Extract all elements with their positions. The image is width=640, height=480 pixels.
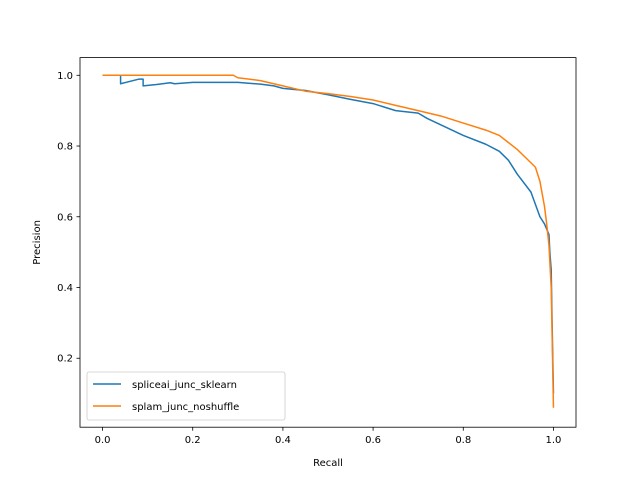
plot-frame xyxy=(79,57,577,428)
series-line-spliceai_junc_sklearn xyxy=(102,74,555,394)
legend-label-spliceai: spliceai_junc_sklearn xyxy=(132,380,237,391)
x-tick-label: 0.6 xyxy=(365,435,381,446)
y-tick-label: 0.4 xyxy=(57,283,73,294)
x-tick-label: 0.2 xyxy=(185,435,201,446)
y-tick-label: 1.0 xyxy=(57,71,73,82)
legend-box xyxy=(86,371,286,421)
y-tick-label: 0.8 xyxy=(57,142,73,153)
y-axis-label: Precision xyxy=(32,220,43,265)
legend: spliceai_junc_sklearn splam_junc_noshuff… xyxy=(86,371,286,421)
x-axis-label: Recall xyxy=(313,458,343,469)
x-tick-label: 0.0 xyxy=(95,435,111,446)
x-tick-label: 1.0 xyxy=(546,435,562,446)
y-tick-label: 0.2 xyxy=(57,354,73,365)
x-tick-label: 0.8 xyxy=(455,435,471,446)
x-tick-label: 0.4 xyxy=(275,435,291,446)
y-tick-label: 0.6 xyxy=(57,212,73,223)
legend-label-splam: splam_junc_noshuffle xyxy=(132,402,239,413)
series-line-splam_junc_noshuffle xyxy=(102,74,555,408)
